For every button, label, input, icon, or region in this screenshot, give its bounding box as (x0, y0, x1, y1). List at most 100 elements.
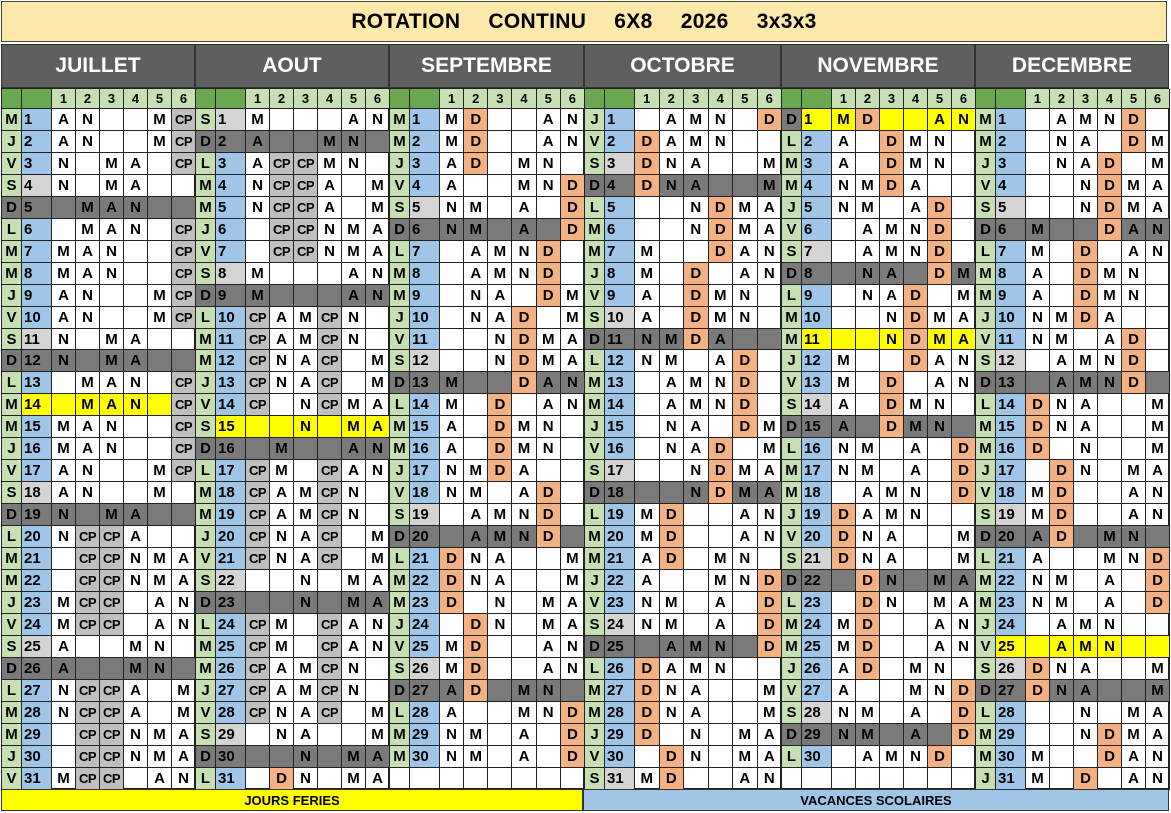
shift-cell: N (928, 130, 952, 153)
shift-cell: A (342, 284, 366, 307)
shift-cell (124, 767, 148, 790)
month-name: JUILLET (1, 44, 195, 88)
shift-cell: M (1146, 394, 1170, 417)
day-number: 28 (605, 701, 635, 724)
shift-cell: A (440, 438, 465, 461)
shift-cell: N (76, 306, 100, 329)
legend-holidays: JOURS FERIES (1, 789, 583, 811)
shift-cell: M (708, 284, 733, 307)
shift-cell: A (635, 548, 660, 571)
shift-cell: M (928, 328, 952, 351)
day-number: 14 (410, 394, 440, 417)
day-number: 1 (22, 109, 52, 131)
shift-cell: A (1122, 218, 1146, 241)
shift-cell (1146, 284, 1170, 307)
shift-cell: N (440, 745, 465, 768)
weekday-letter: L (585, 350, 605, 373)
day-number: 10 (410, 306, 440, 329)
shift-cell: A (904, 174, 928, 197)
day-number: 19 (216, 504, 246, 527)
shift-cell: CP (246, 350, 270, 373)
shift-cell: A (148, 613, 172, 636)
weekday-letter: M (196, 196, 216, 219)
shift-cell: CP (318, 635, 342, 658)
shift-cell (1050, 701, 1074, 724)
shift-cell (318, 109, 342, 131)
shift-cell: D (1122, 130, 1146, 153)
day-number: 1 (996, 109, 1026, 131)
day-number: 5 (802, 196, 832, 219)
shift-cell (294, 460, 318, 483)
shift-cell: M (1098, 548, 1122, 571)
weekday-letter: D (585, 328, 605, 351)
day-number: 7 (996, 240, 1026, 263)
shift-cell: A (294, 526, 318, 549)
shift-header: 5 (928, 89, 952, 109)
shift-cell: D (464, 657, 489, 680)
weekday-letter: L (196, 767, 216, 790)
shift-cell (904, 591, 928, 614)
weekday-letter: D (976, 372, 996, 395)
shift-cell (708, 152, 733, 175)
weekday-letter: V (2, 767, 22, 790)
shift-cell: A (1098, 306, 1122, 329)
shift-cell: N (76, 109, 100, 131)
day-number: 5 (22, 196, 52, 219)
shift-cell: D (708, 240, 733, 263)
day-number: 2 (996, 130, 1026, 153)
shift-cell: M (366, 701, 390, 724)
shift-cell: M (832, 613, 856, 636)
shift-cell (1122, 613, 1146, 636)
shift-cell: A (440, 701, 465, 724)
day-number: 3 (22, 152, 52, 175)
shift-cell: D (733, 416, 758, 439)
shift-cell (659, 262, 684, 285)
shift-cell: M (1122, 460, 1146, 483)
shift-cell: M (880, 504, 904, 527)
shift-cell (832, 745, 856, 768)
shift-cell (1098, 130, 1122, 153)
shift-cell: A (1122, 767, 1146, 790)
shift-cell: A (928, 372, 952, 395)
weekday-letter: M (390, 745, 410, 768)
weekday-letter: S (585, 460, 605, 483)
shift-cell: D (880, 372, 904, 395)
day-number: 23 (216, 591, 246, 614)
shift-cell: A (757, 723, 782, 746)
weekday-letter: M (782, 174, 802, 197)
weekday-letter: M (585, 372, 605, 395)
shift-header: 6 (1146, 89, 1170, 109)
day-number: 29 (802, 723, 832, 746)
shift-cell (757, 306, 782, 329)
shift-cell: A (512, 460, 537, 483)
shift-cell: A (856, 504, 880, 527)
shift-cell (856, 350, 880, 373)
shift-cell (366, 482, 390, 505)
shift-cell: M (684, 394, 709, 417)
shift-cell: M (880, 482, 904, 505)
shift-cell: CP (76, 701, 100, 724)
shift-cell: N (440, 218, 465, 241)
weekday-letter: J (2, 130, 22, 153)
shift-cell (1074, 482, 1098, 505)
shift-cell: D (659, 745, 684, 768)
shift-cell: M (148, 306, 172, 329)
shift-cell (1050, 262, 1074, 285)
shift-cell (659, 482, 684, 505)
weekday-letter: M (976, 284, 996, 307)
shift-cell (856, 394, 880, 417)
shift-header: 1 (52, 89, 76, 109)
shift-cell (148, 196, 172, 219)
shift-cell (124, 130, 148, 153)
shift-cell: N (100, 240, 124, 263)
shift-cell: CP (76, 723, 100, 746)
shift-cell (1098, 504, 1122, 527)
day-number: 15 (22, 416, 52, 439)
weekday-letter: J (196, 679, 216, 702)
shift-cell: A (880, 526, 904, 549)
shift-cell (832, 306, 856, 329)
shift-cell (246, 218, 270, 241)
shift-cell (1098, 767, 1122, 790)
shift-cell: N (124, 218, 148, 241)
day-number: 31 (605, 767, 635, 790)
